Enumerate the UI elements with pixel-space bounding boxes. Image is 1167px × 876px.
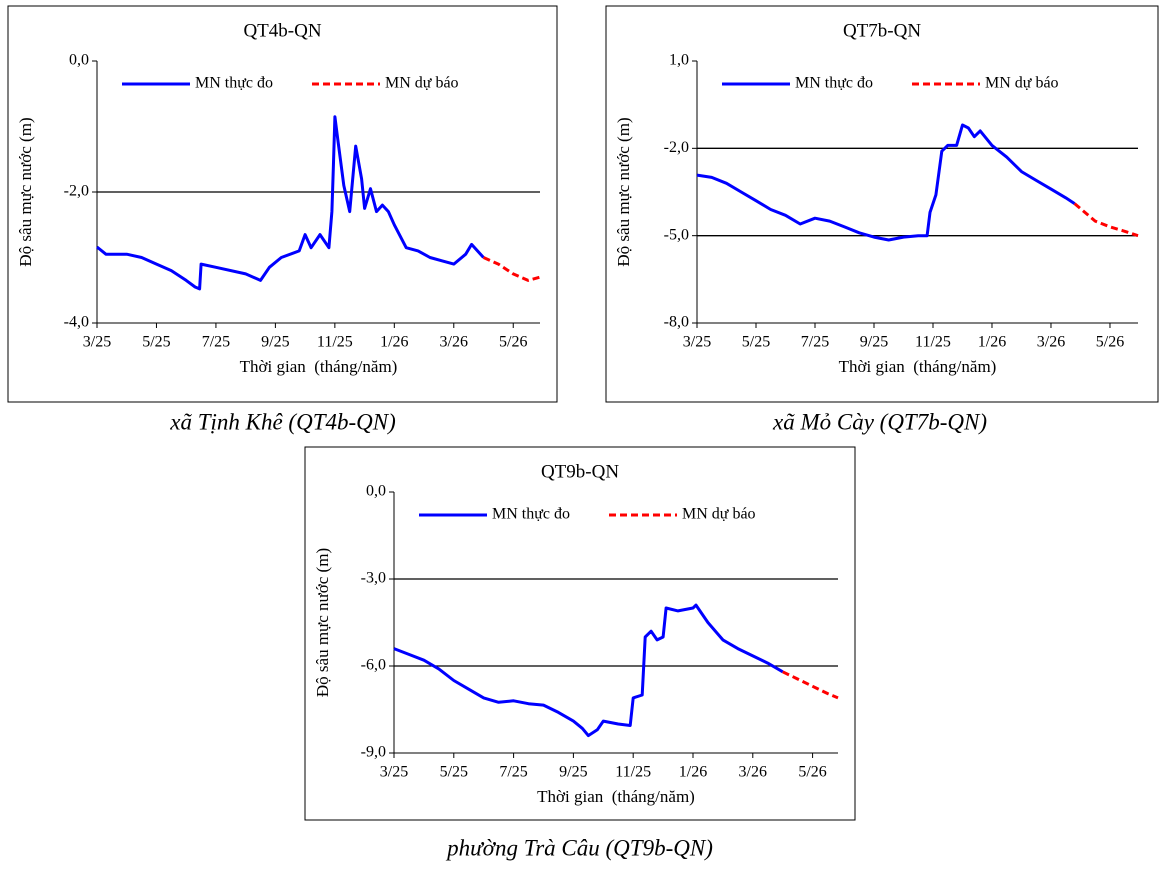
chart-frame [605, 5, 1159, 403]
y-tick-label: -2,0 [664, 139, 689, 156]
y-tick-label: -4,0 [64, 314, 89, 331]
y-axis-title: Độ sâu mực nước (m) [614, 117, 633, 266]
x-tick-label: 3/26 [1037, 334, 1065, 351]
x-tick-label: 11/25 [317, 334, 353, 351]
legend-label: MN thực đo [492, 506, 570, 523]
x-tick-label: 9/25 [559, 764, 587, 781]
x-tick-label: 11/25 [615, 764, 651, 781]
x-tick-label: 5/25 [142, 334, 170, 351]
x-tick-label: 5/26 [798, 764, 826, 781]
x-tick-label: 1/26 [380, 334, 408, 351]
x-tick-label: 5/26 [1096, 334, 1124, 351]
y-tick-label: 0,0 [69, 52, 89, 69]
series-line [782, 670, 839, 700]
caption: xã Tịnh Khê (QT4b-QN) [169, 409, 396, 434]
y-tick-label: 1,0 [669, 52, 689, 69]
legend-label: MN dự báo [682, 506, 756, 523]
x-tick-label: 9/25 [261, 334, 289, 351]
y-axis-title: Độ sâu mực nước (m) [313, 548, 332, 697]
x-tick-label: 5/25 [742, 334, 770, 351]
x-tick-label: 7/25 [202, 334, 230, 351]
chart-frame [7, 5, 558, 403]
x-tick-label: 11/25 [915, 334, 951, 351]
x-tick-label: 9/25 [860, 334, 888, 351]
chart-title: QT4b-QN [243, 20, 321, 41]
x-tick-label: 5/26 [499, 334, 527, 351]
x-axis-title: Thời gian (tháng/năm) [839, 357, 997, 376]
y-axis-title: Độ sâu mực nước (m) [16, 117, 35, 266]
y-tick-label: -3,0 [361, 570, 386, 587]
x-axis-title: Thời gian (tháng/năm) [240, 357, 398, 376]
x-tick-label: 3/26 [440, 334, 468, 351]
legend-label: MN dự báo [385, 75, 459, 92]
x-tick-label: 1/26 [978, 334, 1006, 351]
y-tick-label: -5,0 [664, 226, 689, 243]
series-line [1073, 202, 1139, 238]
series-line [393, 603, 784, 738]
caption: phường Trà Câu (QT9b-QN) [445, 835, 713, 860]
y-tick-label: -9,0 [361, 744, 386, 761]
y-tick-label: -8,0 [664, 314, 689, 331]
x-tick-label: 1/26 [679, 764, 707, 781]
x-tick-label: 3/25 [83, 334, 111, 351]
caption: xã Mỏ Cày (QT7b-QN) [772, 409, 987, 434]
x-tick-label: 3/25 [683, 334, 711, 351]
legend-label: MN thực đo [795, 75, 873, 92]
series-line [482, 256, 541, 282]
x-tick-label: 7/25 [801, 334, 829, 351]
x-tick-label: 7/25 [499, 764, 527, 781]
x-tick-label: 3/26 [739, 764, 767, 781]
series-line [96, 115, 485, 291]
legend-label: MN thực đo [195, 75, 273, 92]
legend-label: MN dự báo [985, 75, 1059, 92]
chart-frame [304, 446, 856, 821]
y-tick-label: -6,0 [361, 657, 386, 674]
y-tick-label: 0,0 [366, 483, 386, 500]
series-line [696, 123, 1076, 242]
x-tick-label: 3/25 [380, 764, 408, 781]
chart-title: QT7b-QN [843, 20, 921, 41]
y-tick-label: -2,0 [64, 183, 89, 200]
x-axis-title: Thời gian (tháng/năm) [537, 787, 695, 806]
x-tick-label: 5/25 [440, 764, 468, 781]
chart-title: QT9b-QN [541, 461, 619, 482]
